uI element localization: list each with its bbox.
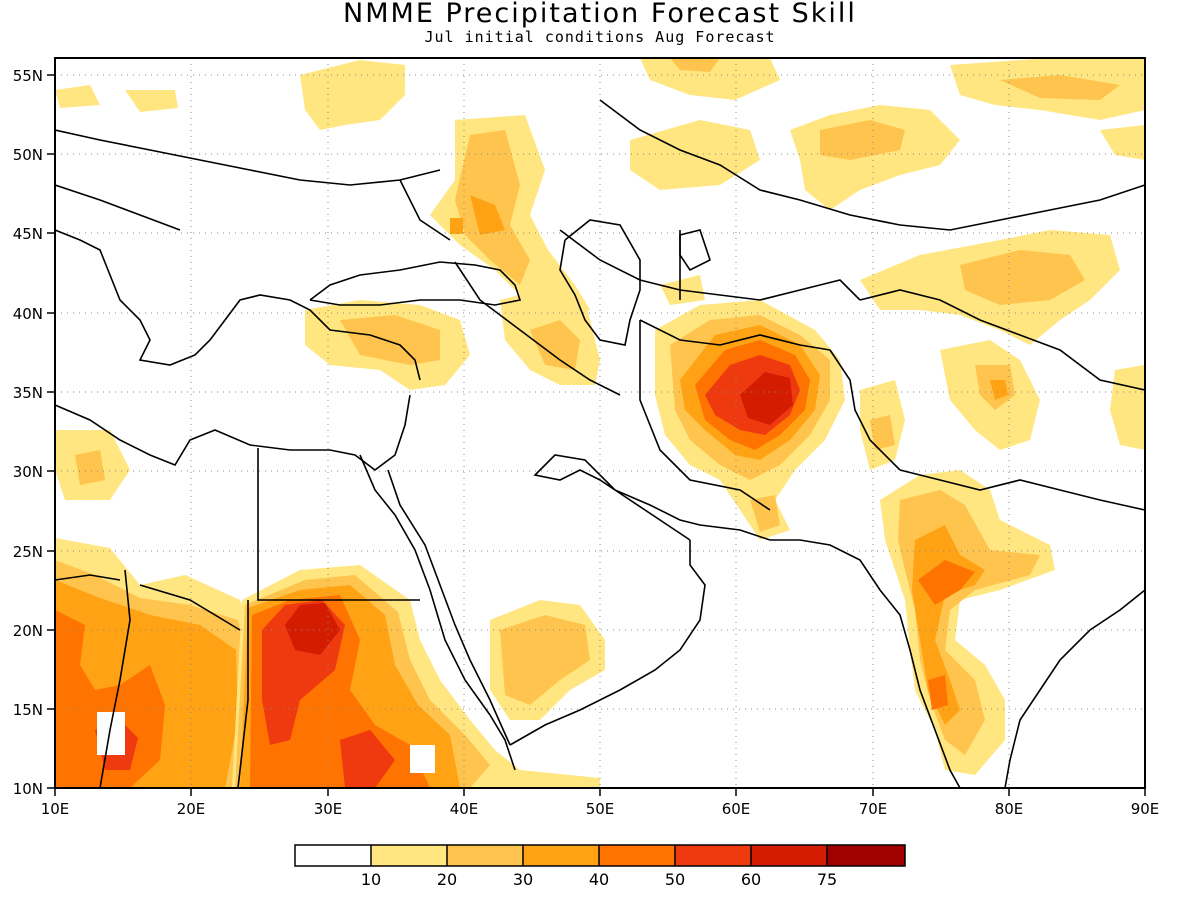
lon-label: 40E (450, 800, 479, 818)
lat-label: 45N (13, 225, 43, 243)
lon-label: 30E (314, 800, 343, 818)
colorbar-label: 50 (665, 870, 685, 889)
colorbar-swatch (371, 845, 447, 866)
colorbar-swatch (827, 845, 905, 866)
colorbar-label: 30 (513, 870, 533, 889)
lon-label: 60E (722, 800, 751, 818)
lat-label: 20N (13, 622, 43, 640)
colorbar-label: 40 (589, 870, 609, 889)
colorbar-swatch (295, 845, 371, 866)
lat-label: 30N (13, 463, 43, 481)
colorbar-swatch (751, 845, 827, 866)
lon-label: 20E (177, 800, 206, 818)
colorbar-swatch (599, 845, 675, 866)
colorbar-swatch (447, 845, 523, 866)
lon-label: 90E (1131, 800, 1160, 818)
map-subtitle: Jul initial conditions Aug Forecast (424, 28, 776, 46)
axis-ticks (47, 74, 1146, 796)
coastlines (55, 99, 1145, 788)
colorbar-label: 20 (437, 870, 457, 889)
lat-label: 15N (13, 701, 43, 719)
lat-label: 25N (13, 543, 43, 561)
colorbar-label: 10 (361, 870, 381, 889)
colorbar-label: 75 (817, 870, 837, 889)
lat-labels: 10N 15N 20N 25N 30N 35N 40N 45N 50N 55N (13, 67, 43, 798)
lat-label: 35N (13, 384, 43, 402)
map-title: NMME Precipitation Forecast Skill (343, 0, 857, 29)
lon-label: 10E (41, 800, 70, 818)
lon-label: 50E (586, 800, 615, 818)
colorbar-swatch (675, 845, 751, 866)
lat-label: 10N (13, 780, 43, 798)
colorbar-swatch (523, 845, 599, 866)
lat-label: 40N (13, 305, 43, 323)
lat-label: 50N (13, 146, 43, 164)
colorbar-label: 60 (741, 870, 761, 889)
colorbar: 10 20 30 40 50 60 75 (294, 844, 906, 889)
lon-labels: 10E 20E 30E 40E 50E 60E 70E 80E 90E (41, 800, 1160, 818)
lon-label: 70E (859, 800, 888, 818)
lat-label: 55N (13, 67, 43, 85)
lon-label: 80E (995, 800, 1024, 818)
